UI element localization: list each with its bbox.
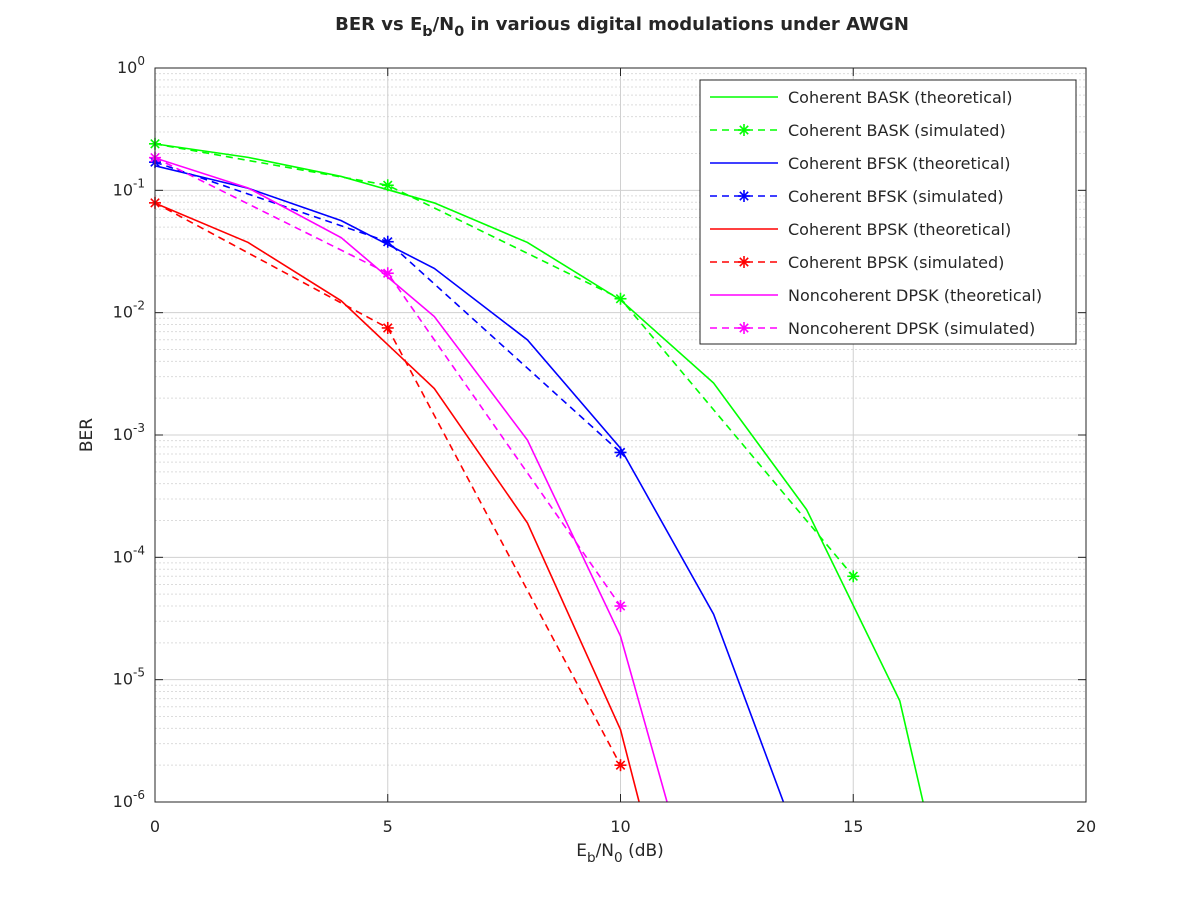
legend: Coherent BASK (theoretical) Coherent BASK… — [699, 79, 1077, 345]
data-marker — [614, 446, 627, 459]
series-line — [155, 143, 924, 802]
legend-label: Coherent BPSK (simulated) — [788, 253, 1004, 272]
y-tick-label: 10-3 — [113, 421, 145, 444]
data-marker — [614, 600, 627, 613]
data-marker — [738, 256, 750, 268]
data-marker — [738, 322, 750, 334]
y-tick-label: 10-1 — [113, 176, 145, 199]
legend-label: Coherent BPSK (theoretical) — [788, 220, 1011, 239]
legend-label: Coherent BASK (simulated) — [788, 121, 1006, 140]
y-axis-label: BER — [77, 418, 97, 452]
y-tick-label: 10-6 — [113, 788, 145, 811]
legend-box — [699, 79, 1077, 345]
x-tick-label: 15 — [843, 817, 863, 836]
series-line — [155, 202, 640, 802]
data-marker — [381, 179, 394, 192]
x-tick-label: 5 — [383, 817, 393, 836]
series-line — [155, 165, 785, 802]
y-tick-labels: 100 10-1 10-2 10-3 10-4 10-5 10-6 — [113, 54, 145, 811]
series-line — [155, 157, 668, 802]
x-tick-label: 0 — [150, 817, 160, 836]
data-marker — [614, 759, 627, 772]
data-marker — [738, 190, 750, 202]
legend-label: Noncoherent DPSK (theoretical) — [788, 286, 1042, 305]
data-marker — [614, 292, 627, 305]
data-marker — [738, 124, 750, 136]
y-tick-label: 10-5 — [113, 666, 145, 689]
data-marker — [381, 321, 394, 334]
tick-marks — [154, 67, 1087, 803]
legend-label: Coherent BFSK (simulated) — [788, 187, 1004, 206]
y-tick-label: 100 — [117, 54, 145, 77]
x-tick-labels: 0 5 10 15 20 — [150, 817, 1096, 836]
series-line — [155, 143, 854, 577]
series-line — [155, 156, 622, 607]
y-tick-label: 10-4 — [113, 543, 145, 566]
legend-label: Coherent BASK (theoretical) — [788, 88, 1013, 107]
series-layer — [149, 137, 924, 802]
legend-label: Coherent BFSK (theoretical) — [788, 154, 1011, 173]
chart-title: BER vs Eb/N0 in various digital modulati… — [335, 14, 909, 40]
y-tick-label: 10-2 — [113, 299, 145, 322]
x-tick-label: 20 — [1076, 817, 1096, 836]
x-tick-label: 10 — [610, 817, 630, 836]
data-marker — [847, 570, 860, 583]
legend-label: Noncoherent DPSK (simulated) — [788, 319, 1035, 338]
data-marker — [381, 267, 394, 280]
data-marker — [381, 235, 394, 248]
x-axis-label: Eb/N0 (dB) — [576, 841, 664, 866]
